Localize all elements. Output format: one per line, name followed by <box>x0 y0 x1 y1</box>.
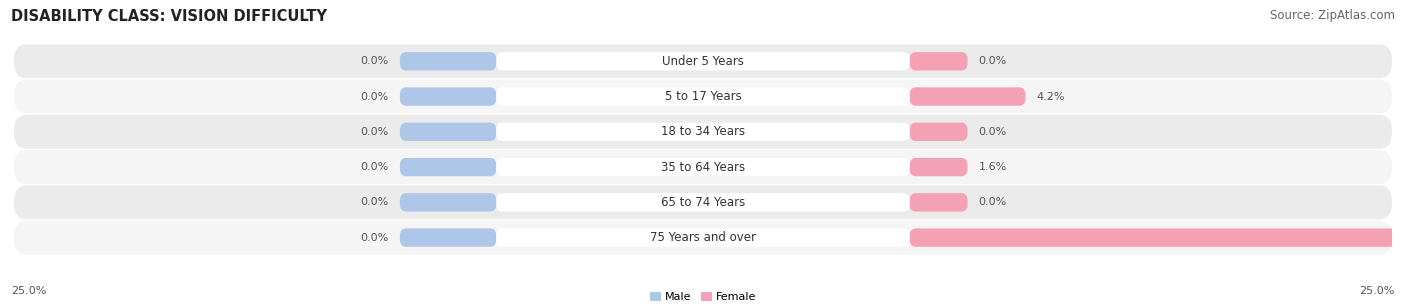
FancyBboxPatch shape <box>399 123 496 141</box>
FancyBboxPatch shape <box>910 158 967 176</box>
Text: Under 5 Years: Under 5 Years <box>662 55 744 68</box>
Text: DISABILITY CLASS: VISION DIFFICULTY: DISABILITY CLASS: VISION DIFFICULTY <box>11 9 328 24</box>
FancyBboxPatch shape <box>496 158 910 176</box>
Text: 25.0%: 25.0% <box>1360 286 1395 296</box>
Legend: Male, Female: Male, Female <box>645 287 761 305</box>
FancyBboxPatch shape <box>496 193 910 212</box>
Text: Source: ZipAtlas.com: Source: ZipAtlas.com <box>1270 9 1395 22</box>
Text: 75 Years and over: 75 Years and over <box>650 231 756 244</box>
FancyBboxPatch shape <box>496 52 910 70</box>
FancyBboxPatch shape <box>496 228 910 247</box>
Text: 0.0%: 0.0% <box>360 92 389 102</box>
FancyBboxPatch shape <box>399 228 496 247</box>
Text: 65 to 74 Years: 65 to 74 Years <box>661 196 745 209</box>
Text: 0.0%: 0.0% <box>360 162 389 172</box>
Text: 35 to 64 Years: 35 to 64 Years <box>661 161 745 174</box>
Text: 0.0%: 0.0% <box>360 197 389 207</box>
Text: 18 to 34 Years: 18 to 34 Years <box>661 125 745 138</box>
FancyBboxPatch shape <box>910 193 967 212</box>
Text: 0.0%: 0.0% <box>360 233 389 242</box>
FancyBboxPatch shape <box>496 87 910 106</box>
Text: 1.6%: 1.6% <box>979 162 1007 172</box>
FancyBboxPatch shape <box>399 87 496 106</box>
Text: 0.0%: 0.0% <box>360 127 389 137</box>
FancyBboxPatch shape <box>399 193 496 212</box>
FancyBboxPatch shape <box>14 150 1392 184</box>
FancyBboxPatch shape <box>14 80 1392 113</box>
FancyBboxPatch shape <box>496 123 910 141</box>
Text: 0.0%: 0.0% <box>360 56 389 66</box>
Text: 0.0%: 0.0% <box>979 56 1007 66</box>
FancyBboxPatch shape <box>399 158 496 176</box>
FancyBboxPatch shape <box>910 123 967 141</box>
FancyBboxPatch shape <box>910 228 1406 247</box>
Text: 0.0%: 0.0% <box>979 127 1007 137</box>
Text: 5 to 17 Years: 5 to 17 Years <box>665 90 741 103</box>
FancyBboxPatch shape <box>14 44 1392 78</box>
Text: 25.0%: 25.0% <box>11 286 46 296</box>
FancyBboxPatch shape <box>14 221 1392 255</box>
Text: 4.2%: 4.2% <box>1036 92 1064 102</box>
Text: 0.0%: 0.0% <box>979 197 1007 207</box>
FancyBboxPatch shape <box>14 115 1392 149</box>
FancyBboxPatch shape <box>910 52 967 70</box>
FancyBboxPatch shape <box>14 185 1392 219</box>
FancyBboxPatch shape <box>910 87 1025 106</box>
FancyBboxPatch shape <box>399 52 496 70</box>
